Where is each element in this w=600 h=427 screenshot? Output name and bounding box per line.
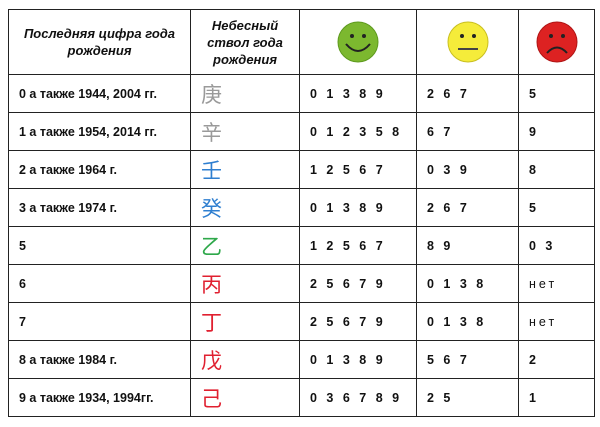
neutral-digits-cell: 0 1 3 8: [416, 302, 519, 341]
neutral-digits-cell: 5 6 7: [416, 340, 519, 379]
header-neutral: [416, 9, 519, 75]
neutral-digits-cell: 2 5: [416, 378, 519, 417]
heavenly-stem-cell: 丁: [190, 302, 300, 341]
header-good: [299, 9, 417, 75]
good-digits-cell: 0 1 2 3 5 8: [299, 112, 417, 151]
heavenly-stem-cell: 癸: [190, 188, 300, 227]
last-digit-cell: 8 а также 1984 г.: [8, 340, 191, 379]
last-digit-cell: 6: [8, 264, 191, 303]
neutral-digits-cell: 2 6 7: [416, 188, 519, 227]
last-digit-cell: 2 а также 1964 г.: [8, 150, 191, 189]
good-digits-cell: 1 2 5 6 7: [299, 226, 417, 265]
good-digits-cell: 0 1 3 8 9: [299, 74, 417, 113]
bad-digits-cell: 8: [518, 150, 595, 189]
compatibility-table: Последняя цифра года рождения Небесный с…: [8, 9, 595, 417]
neutral-digits-cell: 0 1 3 8: [416, 264, 519, 303]
bad-digits-cell: 5: [518, 74, 595, 113]
last-digit-cell: 1 а также 1954, 2014 гг.: [8, 112, 191, 151]
sad-face-icon: [536, 21, 577, 63]
header-heavenly-stem: Небесный ствол года рождения: [190, 9, 300, 75]
header-row: Последняя цифра года рождения Небесный с…: [8, 9, 595, 75]
heavenly-stem-cell: 丙: [190, 264, 300, 303]
header-bad: [518, 9, 595, 75]
bad-digits-cell: нет: [518, 302, 595, 341]
last-digit-cell: 9 а также 1934, 1994гг.: [8, 378, 191, 417]
bad-digits-cell: 9: [518, 112, 595, 151]
good-digits-cell: 1 2 5 6 7: [299, 150, 417, 189]
bad-digits-cell: 0 3: [518, 226, 595, 265]
last-digit-cell: 5: [8, 226, 191, 265]
good-digits-cell: 0 1 3 8 9: [299, 188, 417, 227]
good-digits-cell: 0 3 6 7 8 9: [299, 378, 417, 417]
good-digits-cell: 2 5 6 7 9: [299, 264, 417, 303]
neutral-digits-cell: 8 9: [416, 226, 519, 265]
bad-digits-cell: 1: [518, 378, 595, 417]
bad-digits-cell: 2: [518, 340, 595, 379]
neutral-digits-cell: 6 7: [416, 112, 519, 151]
last-digit-cell: 7: [8, 302, 191, 341]
heavenly-stem-cell: 壬: [190, 150, 300, 189]
smiling-face-icon: [337, 21, 379, 63]
heavenly-stem-cell: 戊: [190, 340, 300, 379]
good-digits-cell: 0 1 3 8 9: [299, 340, 417, 379]
heavenly-stem-cell: 乙: [190, 226, 300, 265]
last-digit-cell: 0 а также 1944, 2004 гг.: [8, 74, 191, 113]
heavenly-stem-cell: 庚: [190, 74, 300, 113]
bad-digits-cell: нет: [518, 264, 595, 303]
neutral-digits-cell: 0 3 9: [416, 150, 519, 189]
neutral-face-icon: [447, 21, 488, 63]
heavenly-stem-cell: 己: [190, 378, 300, 417]
neutral-digits-cell: 2 6 7: [416, 74, 519, 113]
header-last-digit: Последняя цифра года рождения: [8, 9, 191, 75]
good-digits-cell: 2 5 6 7 9: [299, 302, 417, 341]
bad-digits-cell: 5: [518, 188, 595, 227]
heavenly-stem-cell: 辛: [190, 112, 300, 151]
last-digit-cell: 3 а также 1974 г.: [8, 188, 191, 227]
